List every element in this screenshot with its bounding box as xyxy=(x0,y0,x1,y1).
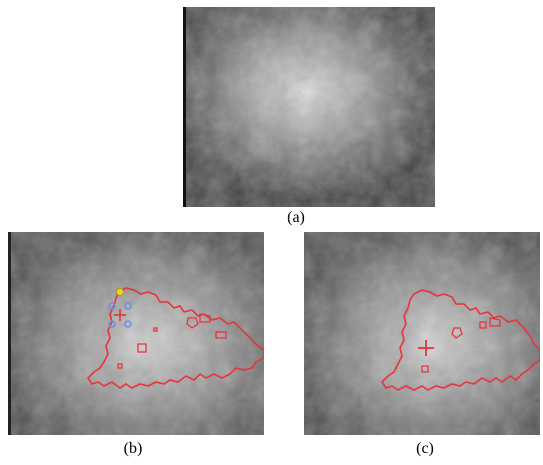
contour-hole xyxy=(153,327,158,332)
plus-marker-icon xyxy=(114,309,126,321)
yellow-dot-icon xyxy=(116,288,124,296)
segmentation-contour xyxy=(86,287,264,389)
plus-marker-icon xyxy=(418,340,434,356)
caption-c: (c) xyxy=(416,440,434,457)
panel-a-image xyxy=(183,7,435,207)
panel-b-image xyxy=(8,232,264,435)
contour-hole xyxy=(186,317,199,329)
contour-hole xyxy=(451,327,463,339)
caption-a: (a) xyxy=(287,209,305,226)
panel-c-image xyxy=(304,232,540,435)
caption-b: (b) xyxy=(123,440,143,457)
contour-hole xyxy=(199,313,211,323)
contour-hole xyxy=(479,321,487,329)
contour-hole xyxy=(215,331,227,339)
contour-hole xyxy=(489,317,501,327)
blue-circle-icon xyxy=(108,302,132,328)
contour-hole xyxy=(137,343,147,353)
contour-hole xyxy=(117,363,123,369)
segmentation-contour xyxy=(380,289,540,391)
contour-hole xyxy=(421,365,429,373)
